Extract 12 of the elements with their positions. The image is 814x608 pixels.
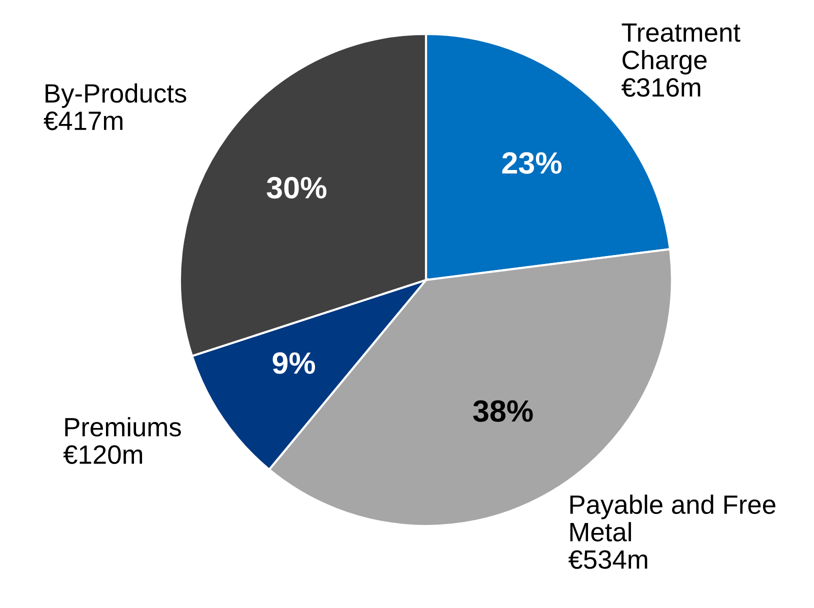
data-label: 30% [266, 176, 326, 199]
slice-label: Treatment Charge [622, 23, 740, 75]
text: €120m [63, 445, 142, 464]
slice-label: By-Products [46, 83, 186, 108]
data-label: 23% [502, 152, 562, 174]
text: €417m [44, 112, 122, 130]
slice-label: Premiums [65, 417, 181, 437]
data-label: 9% [272, 352, 316, 374]
text: €316m [621, 78, 700, 97]
slice-label: Payable and Free Metal [570, 494, 776, 542]
text: €534m [568, 550, 648, 569]
data-label: 38% [473, 400, 533, 422]
